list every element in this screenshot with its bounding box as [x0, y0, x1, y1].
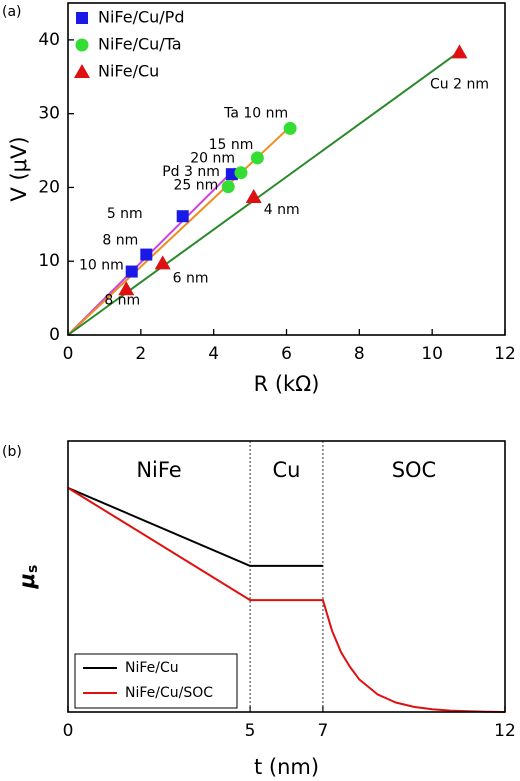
marker-circle	[250, 151, 264, 165]
x-tick-label: 12	[494, 721, 516, 741]
y-axis-label-main: μ	[15, 573, 39, 589]
point-label: 6 nm	[173, 270, 209, 286]
point-label: 8 nm	[104, 292, 140, 308]
point-label: Cu 2 nm	[430, 76, 489, 92]
legend-marker	[75, 38, 89, 52]
point-label: 4 nm	[264, 202, 300, 218]
x-tick-label: 0	[63, 344, 74, 364]
x-tick-label: 10	[421, 344, 443, 364]
marker-square	[125, 265, 138, 278]
marker-square	[176, 210, 189, 223]
y-tick-label: 0	[49, 325, 60, 345]
y-tick-label: 30	[38, 104, 60, 124]
point-label: Ta 10 nm	[223, 105, 288, 121]
point-label: 5 nm	[107, 206, 143, 222]
y-tick-label: 20	[38, 177, 60, 197]
panel-label: (b)	[2, 444, 22, 460]
x-tick-label: 12	[494, 344, 516, 364]
panel-label: (a)	[2, 4, 22, 20]
x-tick-label: 7	[318, 721, 329, 741]
legend-label: NiFe/Cu	[98, 62, 159, 81]
y-axis-label: V (μV)	[7, 136, 31, 201]
marker-triangle	[245, 189, 262, 204]
point-label: 20 nm	[190, 151, 235, 167]
marker-triangle	[451, 44, 468, 59]
region-label: Cu	[273, 458, 301, 482]
y-axis-label: μs	[15, 565, 41, 590]
marker-circle	[234, 166, 248, 180]
marker-circle	[283, 121, 297, 135]
fit-line	[67, 49, 462, 336]
legend-label: NiFe/Cu	[125, 660, 179, 676]
x-tick-label: 6	[281, 344, 292, 364]
legend-marker	[76, 12, 88, 24]
point-label: 25 nm	[173, 178, 218, 194]
y-tick-label: 10	[38, 251, 60, 271]
x-axis-label: R (kΩ)	[254, 372, 320, 396]
legend-label: NiFe/Cu/Ta	[98, 35, 182, 54]
y-axis-label-main: V (μV)	[7, 136, 31, 201]
x-tick-label: 0	[63, 721, 74, 741]
marker-circle	[221, 180, 235, 194]
point-label: 15 nm	[209, 137, 254, 153]
y-tick-label: 40	[38, 30, 60, 50]
marker-square	[140, 248, 153, 261]
marker-triangle	[118, 281, 135, 296]
x-tick-label: 8	[354, 344, 365, 364]
legend-box	[74, 653, 238, 709]
x-tick-label: 5	[245, 721, 256, 741]
legend-label: NiFe/Cu/SOC	[125, 685, 213, 701]
region-label: NiFe	[136, 458, 181, 482]
marker-triangle	[154, 255, 171, 270]
x-tick-label: 4	[208, 344, 219, 364]
legend-label: NiFe/Cu/Pd	[98, 8, 184, 27]
series-line	[67, 486, 323, 567]
region-label: SOC	[392, 458, 437, 482]
point-label: 10 nm	[79, 258, 124, 274]
legend-marker	[74, 64, 90, 78]
point-label: Pd 3 nm	[162, 164, 220, 180]
plot-frame	[67, 440, 506, 713]
plot-frame	[67, 2, 506, 336]
point-label: 8 nm	[102, 233, 138, 249]
x-tick-label: 2	[135, 344, 146, 364]
y-axis-label-sub: s	[25, 565, 41, 573]
series-line	[67, 487, 506, 713]
x-axis-label: t (nm)	[254, 755, 319, 779]
